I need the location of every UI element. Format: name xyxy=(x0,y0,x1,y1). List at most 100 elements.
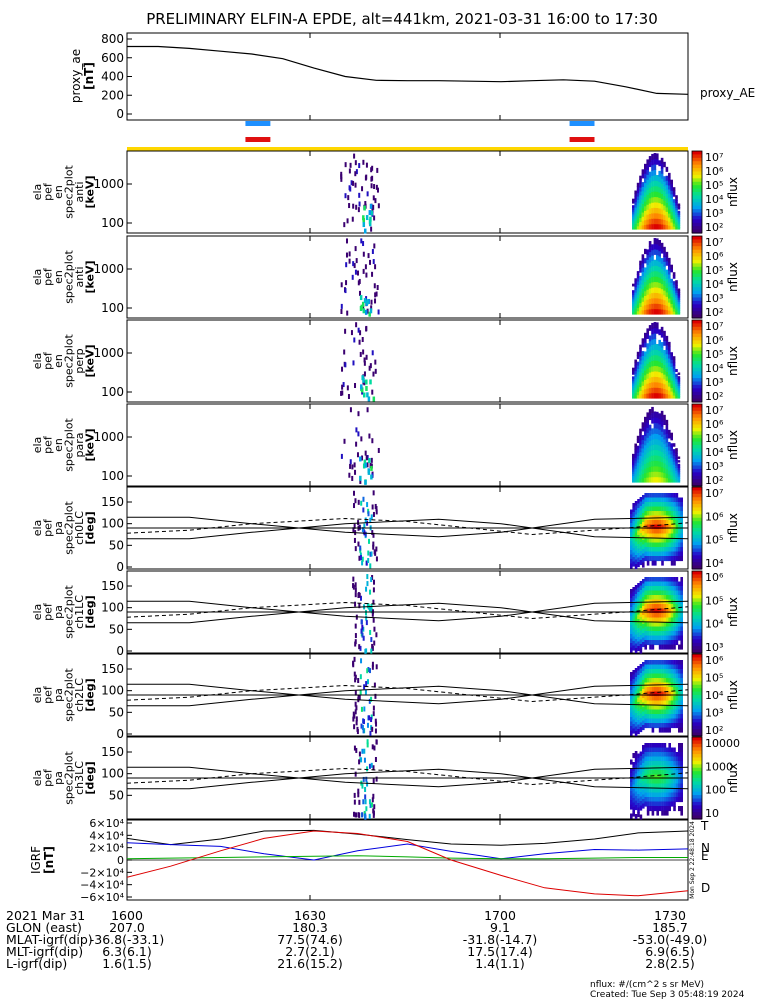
spectrogram-pixel xyxy=(644,276,647,283)
colorbar-segment xyxy=(692,639,702,644)
colorbar-segment xyxy=(692,212,702,217)
spectrogram-pixel xyxy=(663,261,666,267)
pa-spectrogram-pixel xyxy=(670,560,674,566)
spectrogram-pixel xyxy=(663,246,666,253)
pa-spectrogram-pixel xyxy=(357,788,360,794)
pa-spectrogram-pixel xyxy=(675,524,679,530)
spectrogram-pixel xyxy=(651,328,654,335)
colorbar-segment xyxy=(692,517,702,522)
spectrogram-pixel xyxy=(634,389,637,394)
pa-spectrogram-pixel xyxy=(663,792,667,798)
pa-spectrogram-pixel xyxy=(673,608,676,614)
colorbar-frame xyxy=(691,319,703,403)
colorbar-frame xyxy=(691,486,703,570)
spectrogram-pixel xyxy=(668,269,671,275)
pa-spectrogram-pixel xyxy=(364,814,367,820)
spectrogram-pixel xyxy=(641,262,645,268)
spectrogram-pixel xyxy=(639,363,642,369)
spectrogram-pixel xyxy=(670,464,673,469)
spectrogram-pixel xyxy=(646,333,649,339)
spectrogram-pixel xyxy=(636,439,640,443)
spectrogram-pixel xyxy=(651,271,654,278)
spectrogram-pixel xyxy=(636,361,640,366)
pa-spectrogram-pixel xyxy=(637,623,640,629)
pa-spectrogram-pixel xyxy=(651,756,655,762)
pa-spectrogram-pixel xyxy=(658,801,662,807)
spectrogram-pixel xyxy=(651,249,654,256)
pa-spectrogram-pixel xyxy=(678,511,681,517)
pa-spectrogram-pixel xyxy=(637,771,640,777)
spectrogram-pixel xyxy=(651,339,654,345)
pa-spectrogram-pixel xyxy=(670,586,674,592)
pa-spectrogram-pixel xyxy=(666,770,669,776)
spectrogram-pixel xyxy=(636,458,640,463)
pa-spectrogram-pixel xyxy=(673,687,676,693)
pa-spectrogram-pixel xyxy=(668,502,671,508)
energy-ylabel: anti xyxy=(73,266,86,287)
pa-spectrogram-pixel xyxy=(644,529,647,535)
pa-spectrogram-pixel xyxy=(353,656,356,662)
pa-ylabel: pa xyxy=(52,771,65,785)
spectrogram-pixel xyxy=(656,438,659,445)
colorbar-segment xyxy=(692,320,702,325)
pa-spectrogram-pixel xyxy=(642,504,645,510)
spectrogram-pixel xyxy=(632,473,635,477)
pa-spectrogram-pixel xyxy=(632,688,635,694)
spectrogram-pixel xyxy=(665,189,669,195)
spectrogram-pixel xyxy=(636,284,640,289)
spectrogram-pixel xyxy=(663,335,666,342)
pa-spectrogram-pixel xyxy=(668,714,671,720)
spectrogram-pixel xyxy=(653,223,657,230)
spectrogram-pixel xyxy=(660,308,664,315)
pa-spectrogram-pixel xyxy=(644,511,647,517)
pa-spectrogram-pixel xyxy=(634,510,638,516)
pa-spectrogram-pixel xyxy=(642,684,645,690)
spectrogram-pixel xyxy=(362,215,365,221)
pa-spectrogram-pixel xyxy=(678,520,681,526)
spectrogram-pixel xyxy=(634,198,637,203)
pa-spectrogram-pixel xyxy=(637,544,640,550)
spectrogram-pixel xyxy=(644,351,647,357)
pa-spectrogram-pixel xyxy=(646,783,650,789)
energy-ylabel: en xyxy=(52,438,65,452)
spectrogram-pixel xyxy=(646,467,649,473)
colorbar-segment xyxy=(692,340,702,345)
spectrogram-pixel xyxy=(371,389,374,395)
pa-spectrogram-pixel xyxy=(651,660,655,666)
spectrogram-pixel xyxy=(660,436,664,442)
spectrogram-pixel xyxy=(665,344,669,350)
spectrogram-pixel xyxy=(632,305,635,309)
spectrogram-pixel xyxy=(651,371,654,378)
colorbar-tick-label: 10² xyxy=(705,474,723,487)
pa-spectrogram-pixel xyxy=(368,715,371,721)
pa-spectrogram-pixel xyxy=(670,774,674,780)
colorbar-segment xyxy=(692,174,702,179)
spectrogram-pixel xyxy=(636,212,640,217)
spectrogram-pixel xyxy=(359,475,362,481)
pa-spectrogram-pixel xyxy=(680,700,683,706)
spectrogram-pixel xyxy=(646,388,649,394)
spectrogram-pixel xyxy=(371,165,374,171)
spectrogram-pixel xyxy=(660,456,664,463)
pa-spectrogram-pixel xyxy=(661,538,664,544)
pa-spectrogram-pixel xyxy=(651,727,655,733)
pa-spectrogram-pixel xyxy=(632,596,635,602)
spectrogram-pixel xyxy=(670,478,673,483)
spectrogram-pixel xyxy=(670,190,673,195)
pa-spectrogram-pixel xyxy=(675,682,679,688)
pa-spectrogram-pixel xyxy=(642,794,645,800)
pa-spectrogram-pixel xyxy=(668,604,671,610)
pa-spectrogram-pixel xyxy=(670,613,674,619)
pa-spectrogram-pixel xyxy=(661,622,664,628)
spectrogram-pixel xyxy=(665,300,669,306)
pa-spectrogram-pixel xyxy=(678,551,681,557)
pa-spectrogram-pixel xyxy=(651,529,655,535)
pa-spectrogram-pixel xyxy=(651,691,655,697)
spectrogram-pixel xyxy=(644,248,647,255)
spectrogram-pixel xyxy=(672,296,676,300)
pa-spectrogram-pixel xyxy=(666,556,669,562)
energy-ylabel: ela xyxy=(31,353,44,370)
spectrogram-pixel xyxy=(668,393,671,399)
pa-spectrogram-pixel xyxy=(370,717,373,723)
spectrogram-pixel xyxy=(361,455,364,461)
